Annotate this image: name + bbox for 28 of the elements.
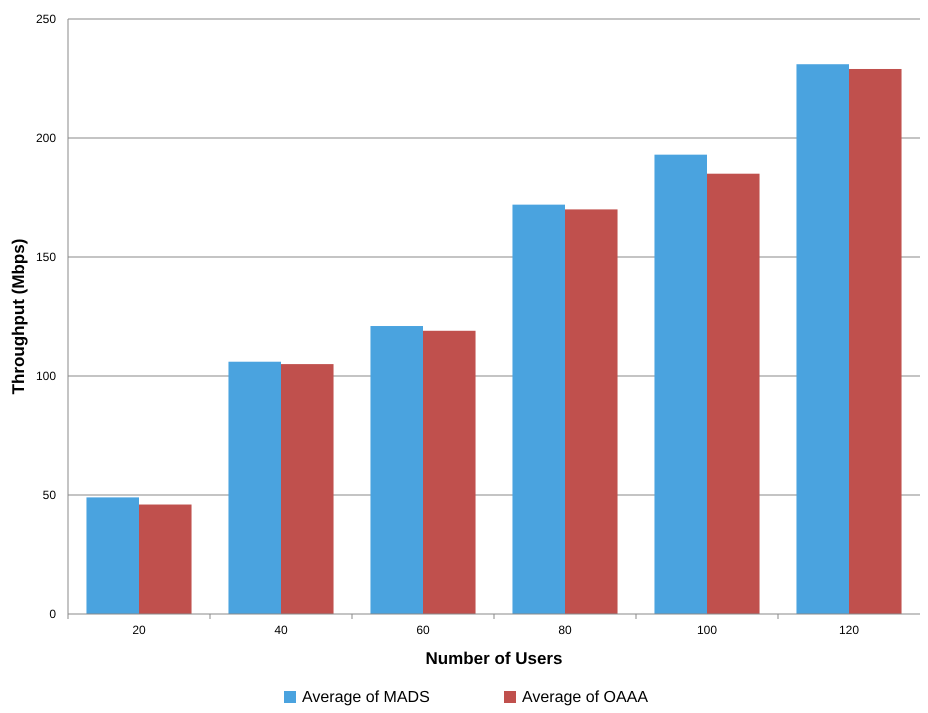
y-tick-label: 150: [36, 250, 56, 264]
x-axis-title: Number of Users: [426, 649, 562, 668]
y-tick-label: 50: [42, 488, 56, 502]
x-tick-label: 20: [132, 623, 146, 637]
x-tick-label: 60: [416, 623, 430, 637]
bar: [707, 174, 760, 614]
y-tick-label: 0: [49, 607, 56, 622]
x-tick-label: 40: [274, 623, 288, 637]
bar: [512, 204, 565, 614]
bar: [654, 154, 707, 614]
bar: [281, 364, 334, 614]
y-tick-label: 250: [36, 12, 56, 26]
bar: [139, 504, 192, 614]
legend-label: Average of OAAA: [522, 689, 648, 706]
x-tick-label: 120: [838, 623, 860, 637]
bar: [86, 497, 139, 614]
bar: [849, 68, 902, 614]
bar: [796, 64, 849, 614]
y-tick-label: 200: [36, 131, 56, 146]
x-tick-label: 100: [696, 623, 718, 637]
bar: [565, 209, 618, 614]
bar: [370, 326, 423, 614]
x-tick-label: 80: [558, 623, 572, 637]
legend-label: Average of MADS: [302, 689, 430, 706]
y-tick-label: 100: [36, 369, 56, 384]
bar: [228, 362, 281, 614]
y-axis-title: Throughput (Mbps): [9, 238, 28, 394]
bar: [423, 330, 476, 614]
